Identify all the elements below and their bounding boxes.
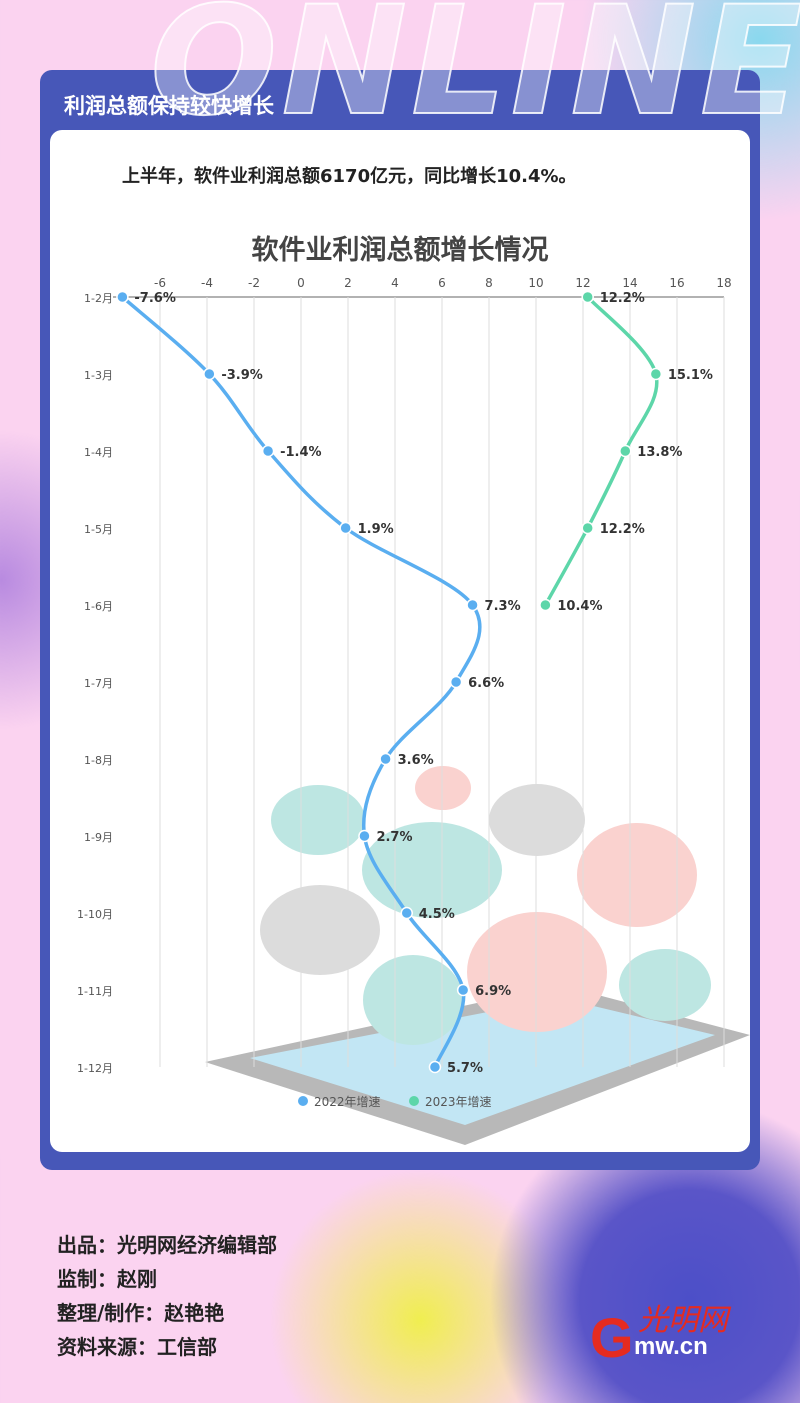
y-category-label: 1-7月 — [84, 677, 113, 690]
x-tick-label: 18 — [716, 276, 731, 290]
chart-title: 软件业利润总额增长情况 — [251, 235, 549, 266]
x-tick-label: -2 — [248, 276, 260, 290]
data-point[interactable] — [539, 598, 552, 612]
x-tick-label: 10 — [528, 276, 543, 290]
x-tick-label: -4 — [201, 276, 213, 290]
x-tick-label: 16 — [669, 276, 684, 290]
x-tick-label: 8 — [485, 276, 493, 290]
data-label: 1.9% — [358, 522, 394, 537]
data-point[interactable] — [379, 752, 392, 766]
data-point[interactable] — [400, 906, 413, 920]
card-title: 利润总额保持较快增长 — [64, 94, 274, 118]
data-label: 10.4% — [557, 599, 602, 614]
legend-label-2023[interactable]: 2023年增速 — [425, 1095, 492, 1109]
data-label: 6.9% — [475, 984, 511, 999]
data-point[interactable] — [581, 521, 594, 535]
data-label: 12.2% — [600, 522, 645, 537]
tablet-decoration — [205, 766, 750, 1145]
data-point[interactable] — [456, 983, 470, 997]
data-point[interactable] — [619, 444, 632, 458]
y-category-label: 1-4月 — [84, 446, 113, 459]
x-tick-label: 12 — [575, 276, 590, 290]
data-point[interactable] — [466, 598, 479, 612]
data-label: 12.2% — [600, 291, 645, 306]
data-label: 7.3% — [485, 599, 521, 614]
data-point[interactable] — [428, 1060, 442, 1074]
background-word: ONLINE — [149, 0, 800, 150]
x-tick-label: 4 — [391, 276, 399, 290]
y-category-label: 1-5月 — [84, 523, 113, 536]
data-label: -7.6% — [134, 291, 175, 306]
legend-dot-2023 — [409, 1096, 419, 1106]
data-point[interactable] — [449, 675, 463, 689]
gmw-logo: G 光明网 mw.cn — [590, 1295, 770, 1369]
x-tick-label: 14 — [622, 276, 637, 290]
data-point[interactable] — [358, 829, 371, 843]
data-point[interactable] — [581, 290, 594, 304]
data-label: 3.6% — [398, 753, 434, 768]
y-category-label: 1-3月 — [84, 369, 113, 382]
data-point[interactable] — [116, 290, 129, 304]
data-label: 15.1% — [668, 368, 713, 383]
logo-text: 光明网 — [638, 1303, 728, 1338]
legend-dot-2022 — [298, 1096, 308, 1106]
credit-line: 整理/制作：赵艳艳 — [57, 1301, 225, 1325]
data-point[interactable] — [261, 444, 275, 458]
credit-line: 资料来源：工信部 — [57, 1335, 217, 1359]
legend: 2022年增速 2023年增速 — [298, 1095, 492, 1109]
credits: 出品：光明网经济编辑部 监制：赵刚 整理/制作：赵艳艳 资料来源：工信部 — [57, 1228, 277, 1364]
y-category-label: 1-2月 — [84, 292, 113, 305]
data-label: 13.8% — [637, 445, 682, 460]
summary-text: 上半年，软件业利润总额6170亿元，同比增长10.4%。 — [122, 166, 577, 187]
data-label: 6.6% — [468, 676, 504, 691]
x-tick-label: 0 — [297, 276, 305, 290]
y-category-label: 1-8月 — [84, 754, 113, 767]
x-tick-label: 6 — [438, 276, 446, 290]
y-category-label: 1-10月 — [77, 908, 113, 921]
credit-line: 监制：赵刚 — [57, 1267, 157, 1291]
x-tick-label: -6 — [154, 276, 166, 290]
data-label: -3.9% — [221, 368, 262, 383]
y-category-label: 1-6月 — [84, 600, 113, 613]
y-category-label: 1-9月 — [84, 831, 113, 844]
y-category-label: 1-11月 — [77, 985, 113, 998]
data-label: 4.5% — [419, 907, 455, 922]
legend-label-2022[interactable]: 2022年增速 — [314, 1095, 381, 1109]
data-point[interactable] — [649, 367, 663, 381]
credit-line: 出品：光明网经济编辑部 — [57, 1233, 277, 1257]
data-label: 2.7% — [376, 830, 412, 845]
data-point[interactable] — [203, 367, 216, 381]
x-tick-label: 2 — [344, 276, 352, 290]
data-point[interactable] — [339, 521, 352, 535]
data-label: -1.4% — [280, 445, 321, 460]
y-category-label: 1-12月 — [77, 1062, 113, 1075]
data-label: 5.7% — [447, 1061, 483, 1076]
